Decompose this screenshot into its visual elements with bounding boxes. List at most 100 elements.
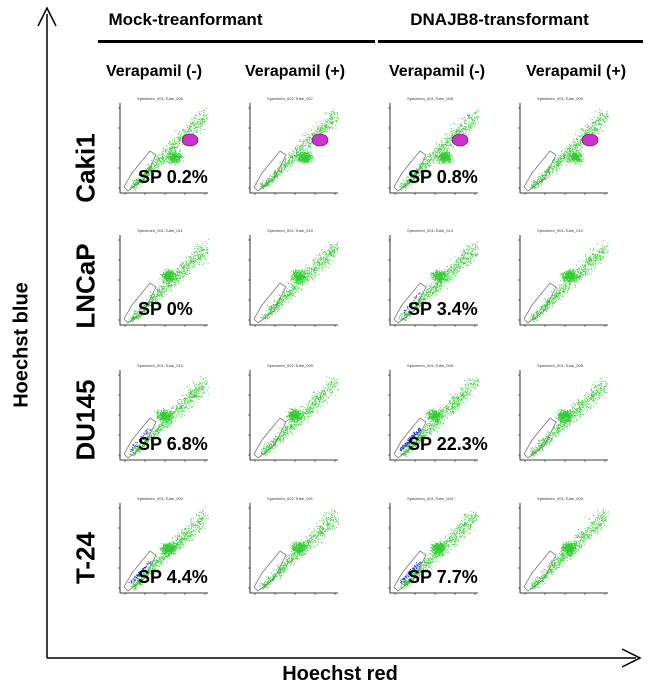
plot-title: Specimen_001-Tube_007 <box>267 96 314 101</box>
y-axis-title: Hoechst blue <box>10 282 33 408</box>
sp-gate <box>253 550 287 592</box>
main-population-dots <box>130 108 209 191</box>
sp-gate <box>123 150 157 192</box>
plot-axes <box>519 503 608 594</box>
sp-percentage-label: SP 4.4% <box>138 567 208 587</box>
sp-gate <box>253 150 287 192</box>
plot-axes <box>249 103 338 194</box>
main-population-dots <box>129 376 209 456</box>
sp-gate <box>523 550 557 592</box>
plot-axes <box>519 235 608 326</box>
plot-axes <box>119 235 208 326</box>
sp-gate <box>123 282 157 324</box>
sp-percentage-label: SP 0% <box>138 299 193 319</box>
sp-gate <box>523 417 557 459</box>
plot-axes <box>389 503 478 594</box>
plot-axes <box>119 370 208 461</box>
sp-gate <box>123 417 157 459</box>
column-title-2: Verapamil (+) <box>244 63 346 80</box>
column-title-3: Verapamil (-) <box>388 63 486 80</box>
flow-plot: Specimen_001-Tube_007 <box>240 95 340 205</box>
plot-title: Specimen_001-Tube_006 <box>407 363 454 368</box>
main-population <box>528 240 609 323</box>
column-title-1: Verapamil (-) <box>105 63 203 80</box>
flow-plot: Specimen_001-Tube_010 SP 6.8% <box>110 362 210 472</box>
main-population <box>129 376 209 456</box>
sp-gate <box>393 282 427 324</box>
plot-title: Specimen_001-Tube_006 <box>137 96 184 101</box>
flow-plot: Specimen_001-Tube_001 <box>240 495 340 605</box>
main-population <box>259 241 339 323</box>
scatter-plot: Specimen_001-Tube_006 <box>388 363 479 462</box>
sp-percentage-label: SP 22.3% <box>408 434 488 454</box>
gated-population <box>181 133 199 147</box>
plot-axes <box>249 503 338 594</box>
main-population-dots <box>399 110 479 191</box>
sp-gate <box>123 550 157 592</box>
plot-axes <box>119 503 208 594</box>
row-label-lncap: LNCaP <box>70 243 101 329</box>
plot-title: Specimen_001-Tube_009 <box>537 96 584 101</box>
main-population-dots <box>529 108 609 190</box>
plot-title: Specimen_001-Tube_012 <box>537 228 584 233</box>
main-population-dots <box>129 506 209 591</box>
flow-plot: Specimen_001-Tube_006 SP 0.2% <box>110 95 210 205</box>
scatter-plot: Specimen_001-Tube_011 <box>118 228 209 327</box>
flow-plot: Specimen_001-Tube_009 <box>510 95 610 205</box>
scatter-plot: Specimen_001-Tube_009 <box>248 363 339 462</box>
side-population-dots <box>400 292 421 315</box>
sp-gate <box>523 282 557 324</box>
sp-gate <box>253 282 287 324</box>
plot-title: Specimen_001-Tube_011 <box>137 228 183 233</box>
main-population-dots <box>259 507 339 590</box>
flow-plot: Specimen_001-Tube_002 SP 4.4% <box>110 495 210 605</box>
main-population <box>130 108 209 191</box>
x-axis-title: Hoechst red <box>282 663 398 685</box>
plot-title: Specimen_001-Tube_003 <box>537 496 584 501</box>
main-population-dots <box>530 508 609 589</box>
main-population <box>260 375 339 458</box>
row-label-caki1: Caki1 <box>70 133 101 203</box>
scatter-plot: Specimen_001-Tube_004 <box>388 496 479 595</box>
main-population <box>529 377 608 457</box>
side-population-dots <box>129 428 151 452</box>
plot-axes <box>389 235 478 326</box>
plot-title: Specimen_001-Tube_008 <box>407 96 454 101</box>
sp-percentage-label: SP 0.8% <box>408 167 478 187</box>
main-population-dots <box>128 238 209 323</box>
scatter-plot: Specimen_001-Tube_001 <box>248 496 339 595</box>
flow-plot: Specimen_001-Tube_004 SP 7.7% <box>380 495 480 605</box>
sp-gate <box>253 417 287 459</box>
gated-population <box>451 133 469 147</box>
scatter-plot: Specimen_001-Tube_010 <box>118 363 209 462</box>
flow-plot: Specimen_001-Tube_010 <box>240 227 340 337</box>
scatter-plot: Specimen_001-Tube_002 <box>118 496 209 595</box>
side-population-dots <box>128 561 151 584</box>
plot-title: Specimen_001-Tube_002 <box>137 496 184 501</box>
row-label-t24: T-24 <box>70 531 101 585</box>
main-population <box>129 506 209 591</box>
main-population <box>259 507 339 590</box>
flow-plot: Specimen_001-Tube_005 <box>510 362 610 472</box>
flow-plot: Specimen_001-Tube_009 <box>240 362 340 472</box>
plot-axes <box>519 370 608 461</box>
sp-percentage-label: SP 6.8% <box>138 434 208 454</box>
gated-population <box>311 133 329 147</box>
column-title-4: Verapamil (+) <box>525 63 627 80</box>
sp-percentage-label: SP 7.7% <box>408 567 478 587</box>
main-population-dots <box>259 241 339 323</box>
plot-title: Specimen_001-Tube_013 <box>407 228 454 233</box>
main-population-dots <box>398 511 479 590</box>
plot-title: Specimen_001-Tube_010 <box>267 228 314 233</box>
flow-plot: Specimen_001-Tube_012 <box>510 227 610 337</box>
side-population-dots <box>400 561 422 585</box>
sp-gate <box>393 550 427 592</box>
main-population-dots <box>529 377 608 457</box>
main-population <box>530 508 609 589</box>
sp-percentage-label: SP 3.4% <box>408 299 478 319</box>
side-population-dots <box>399 427 422 452</box>
flow-plot: Specimen_001-Tube_011 SP 0% <box>110 227 210 337</box>
sp-gate <box>523 150 557 192</box>
flow-plot: Specimen_001-Tube_008 SP 0.8% <box>380 95 480 205</box>
